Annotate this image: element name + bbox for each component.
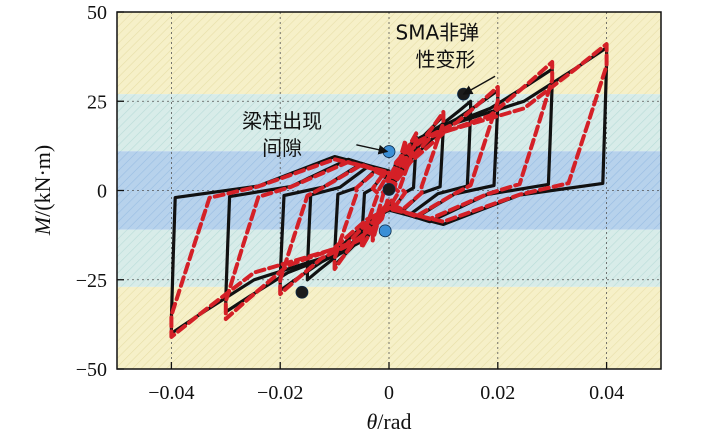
hysteresis-curves [169, 42, 609, 339]
x-tick-label: −0.02 [257, 382, 303, 404]
annotation-text: 性变形 [416, 47, 476, 71]
y-tick-label: −25 [76, 270, 107, 292]
event-marker [378, 224, 392, 238]
x-tick-label: −0.04 [148, 382, 194, 404]
annotation-text: 间隙 [262, 136, 302, 160]
x-tick-label: 0.02 [480, 382, 515, 404]
y-axis-unit: /(kN·m) [30, 145, 55, 217]
y-tick-label: −50 [76, 359, 107, 381]
annotation-arrow [462, 75, 496, 95]
event-marker [382, 183, 396, 196]
series-dashed [169, 42, 609, 339]
x-axis-label: θ/rad [366, 409, 411, 434]
annotation-text: 梁柱出现 [242, 109, 322, 133]
y-axis-label: M/(kN·m) [30, 145, 55, 236]
event-marker [295, 285, 309, 299]
axis-ticks: −0.04 −0.02 0 0.02 0.04 −50 −25 0 25 50 [76, 2, 624, 404]
y-tick-label: 25 [87, 91, 107, 113]
y-tick-label: 0 [97, 181, 107, 203]
x-tick-label: 0 [384, 382, 394, 404]
annotation-arrow [356, 144, 389, 155]
x-axis-unit: /rad [377, 409, 411, 434]
annotation-text: SMA非弹 [396, 20, 480, 44]
hysteresis-loop [370, 138, 408, 243]
x-tick-label: 0.04 [589, 382, 624, 404]
x-axis-symbol: θ [366, 409, 377, 434]
y-axis-symbol: M [30, 215, 55, 236]
y-tick-label: 50 [87, 2, 107, 24]
